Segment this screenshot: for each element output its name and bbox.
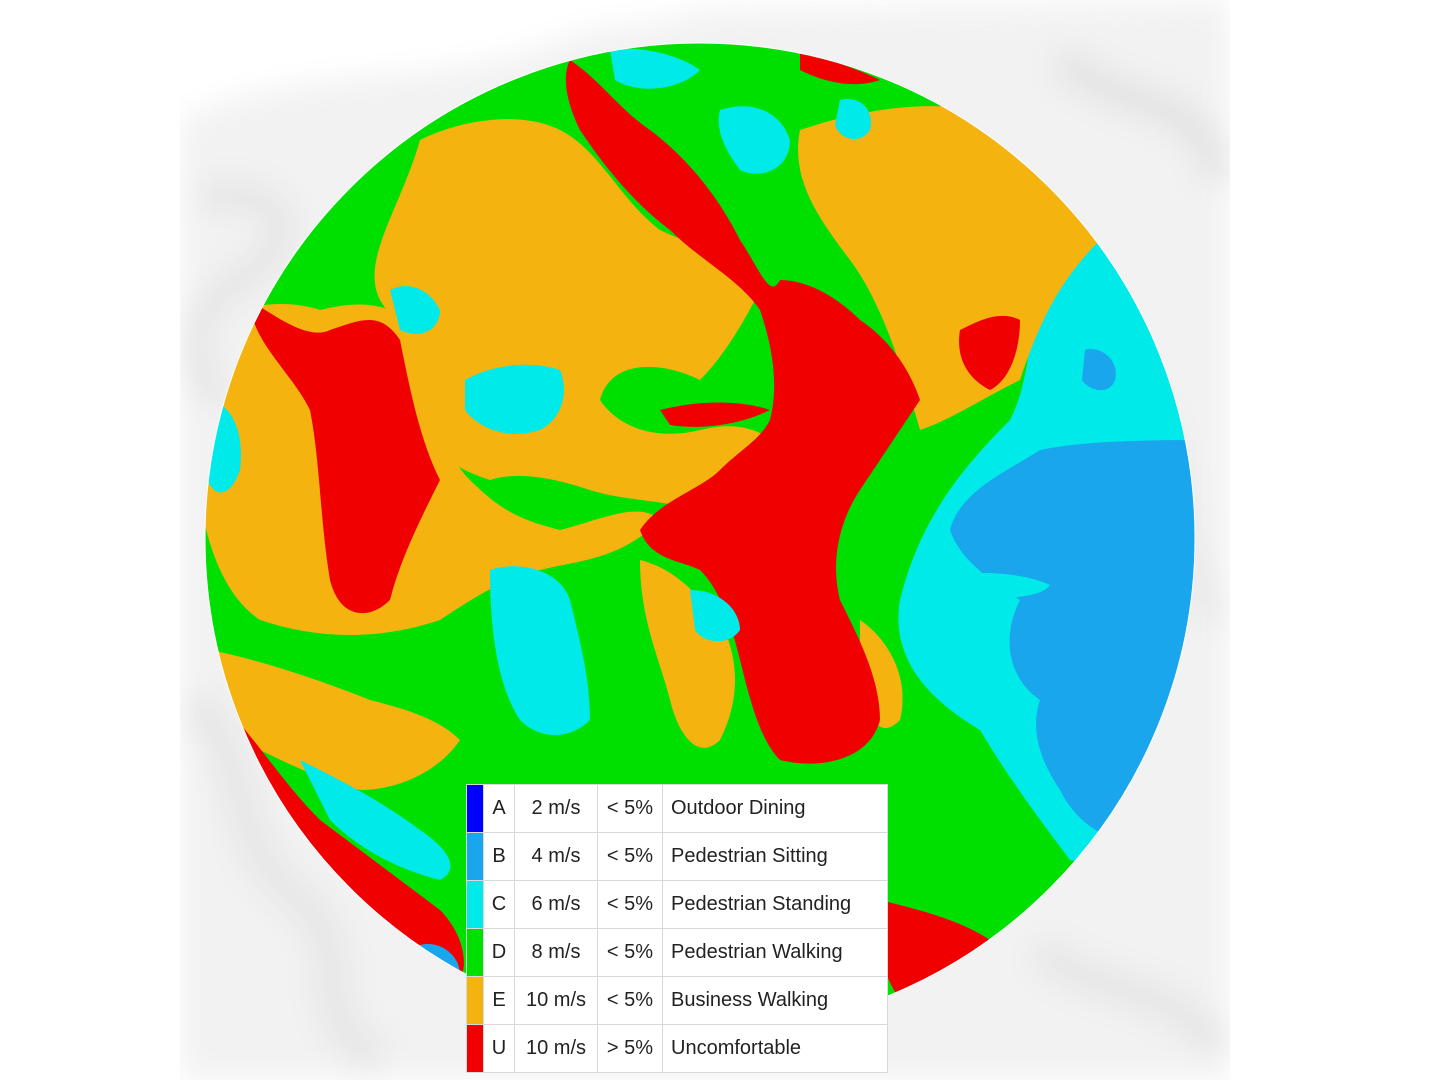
legend-class: B (483, 832, 515, 881)
legend-class: D (483, 928, 515, 977)
legend-class: C (483, 880, 515, 929)
legend-label: Pedestrian Sitting (662, 832, 888, 881)
zone-c-northwest (390, 286, 440, 334)
legend-swatch (466, 832, 484, 881)
legend-threshold: < 5% (597, 928, 663, 977)
zone-u-southeast (876, 900, 990, 1000)
zone-c-south-2 (690, 590, 740, 642)
legend-threshold: < 5% (597, 976, 663, 1025)
zone-u-small-1 (660, 402, 770, 427)
legend-swatch (466, 880, 484, 929)
legend-label: Business Walking (662, 976, 888, 1025)
zone-e-south (210, 650, 460, 790)
legend-threshold: < 5% (597, 784, 663, 833)
zone-c-southwest (300, 760, 451, 880)
legend-class: U (483, 1024, 515, 1073)
legend-swatch (466, 1024, 484, 1073)
legend-label: Pedestrian Standing (662, 880, 888, 929)
legend-swatch (466, 784, 484, 833)
zone-u-central (565, 60, 920, 764)
zone-c-east-inlet (950, 573, 1050, 598)
zone-c-northeast-2 (835, 99, 871, 140)
legend-speed: 10 m/s (514, 976, 598, 1025)
legend-class: E (483, 976, 515, 1025)
zone-e-center (640, 560, 735, 748)
legend-speed: 4 m/s (514, 832, 598, 881)
legend-label: Pedestrian Walking (662, 928, 888, 977)
legend-speed: 6 m/s (514, 880, 598, 929)
zone-u-north-edge (800, 50, 880, 85)
legend-label: Uncomfortable (662, 1024, 888, 1073)
legend-class: A (483, 784, 515, 833)
legend-swatch (466, 976, 484, 1025)
zone-e-northeast (798, 106, 1100, 430)
legend-swatch (466, 928, 484, 977)
legend-speed: 10 m/s (514, 1024, 598, 1073)
legend-threshold: < 5% (597, 880, 663, 929)
zone-c-northeast-pocket (718, 106, 790, 174)
legend-speed: 8 m/s (514, 928, 598, 977)
legend-row-e: E 10 m/s < 5% Business Walking (466, 976, 888, 1025)
zone-u-northeast (959, 315, 1020, 390)
zone-c-center-left (465, 364, 564, 434)
legend-label: Outdoor Dining (662, 784, 888, 833)
legend-row-u: U 10 m/s > 5% Uncomfortable (466, 1024, 888, 1073)
zone-u-west (250, 300, 440, 614)
legend-threshold: < 5% (597, 832, 663, 881)
legend-speed: 2 m/s (514, 784, 598, 833)
legend-threshold: > 5% (597, 1024, 663, 1073)
zone-c-north (610, 48, 700, 89)
zone-u-southwest (210, 690, 464, 980)
zone-b-east-2 (1082, 349, 1116, 391)
zone-c-south (490, 566, 590, 735)
